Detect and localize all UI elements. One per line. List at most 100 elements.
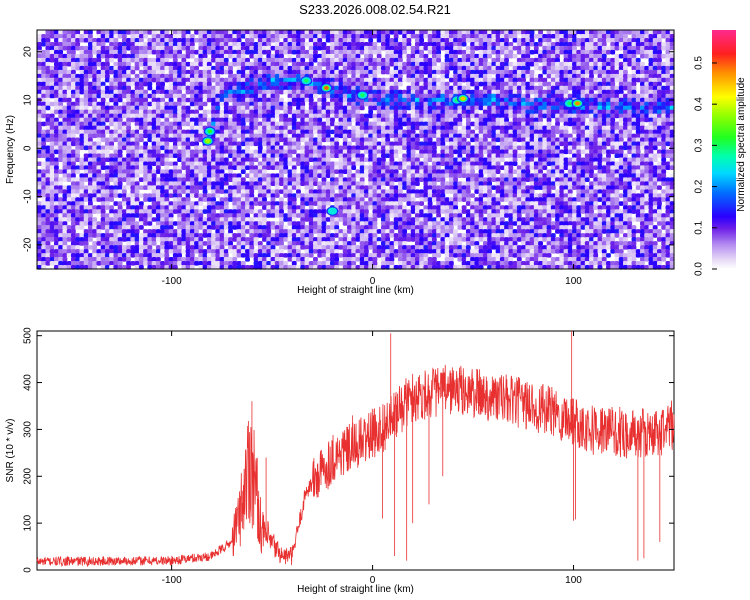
spectrogram-cell bbox=[300, 93, 306, 99]
spectrogram-cell bbox=[121, 77, 127, 83]
spectrogram-cell bbox=[53, 30, 59, 35]
spectrogram-cell bbox=[385, 105, 391, 111]
spectrogram-cell bbox=[563, 77, 569, 83]
spectrogram-cell bbox=[147, 77, 153, 83]
spectrogram-cell bbox=[49, 33, 55, 39]
spectrogram-cell bbox=[325, 45, 331, 51]
spectrogram-cell bbox=[41, 173, 47, 178]
spectrogram-cell bbox=[529, 97, 535, 103]
spectrogram-cell bbox=[304, 30, 310, 35]
spectrogram-cell bbox=[347, 77, 352, 83]
spectrogram-cell bbox=[563, 30, 569, 35]
spectrogram-cell bbox=[372, 65, 378, 71]
spectrogram-cell bbox=[461, 30, 467, 35]
spectrogram-cell bbox=[117, 125, 123, 131]
spectrogram-cell bbox=[291, 81, 297, 87]
spectrogram-cell bbox=[512, 157, 518, 163]
spectrogram-cell bbox=[270, 117, 276, 123]
spectrogram-cell bbox=[109, 45, 115, 51]
spectrogram-cell bbox=[49, 153, 55, 159]
spectrogram-cell bbox=[597, 45, 603, 51]
spectrogram-cell bbox=[253, 113, 259, 119]
spectrogram-cell bbox=[589, 105, 594, 111]
spectrogram-cell bbox=[143, 53, 149, 59]
spectrogram-cell bbox=[414, 101, 420, 107]
spectrogram-cell bbox=[53, 129, 59, 135]
spectrogram-cell bbox=[249, 133, 255, 139]
spectrogram-cell bbox=[87, 101, 93, 107]
spectrogram-cell bbox=[232, 125, 238, 131]
spectrogram-cell bbox=[138, 69, 144, 75]
spectrogram-cell bbox=[37, 153, 42, 159]
spectrogram-cell bbox=[53, 173, 59, 178]
spectrogram-cell bbox=[296, 97, 301, 103]
spectrogram-cell bbox=[499, 81, 505, 87]
spectrogram-cell bbox=[368, 157, 374, 163]
spectrogram-cell bbox=[308, 45, 314, 51]
spectrogram-cell bbox=[194, 49, 199, 55]
spectrogram-cell bbox=[593, 141, 599, 147]
spectrogram-cell bbox=[376, 153, 382, 159]
spectrogram-cell bbox=[623, 49, 628, 55]
spectrogram-cell bbox=[453, 113, 459, 119]
spectrogram-cell bbox=[151, 153, 157, 159]
spectrogram-cell bbox=[330, 61, 335, 67]
spectrogram-cell bbox=[66, 129, 72, 135]
spectrogram-cell bbox=[410, 73, 416, 79]
spectrogram-cell bbox=[512, 85, 518, 91]
spectrogram-cell bbox=[431, 61, 437, 67]
spectrogram-cell bbox=[181, 117, 187, 123]
spectrogram-cell bbox=[185, 149, 191, 155]
spectrogram-cell bbox=[351, 133, 357, 139]
spectrogram-cell bbox=[457, 145, 463, 151]
spectrogram-cell bbox=[215, 161, 221, 167]
spectrogram-cell bbox=[245, 109, 250, 115]
spectrogram-cell bbox=[538, 129, 543, 135]
spectrogram-cell bbox=[576, 37, 582, 43]
spectrogram-cell bbox=[389, 89, 395, 95]
spectrogram-cell bbox=[508, 61, 514, 67]
spectrogram-cell bbox=[245, 157, 250, 163]
spectrogram-cell bbox=[533, 89, 539, 95]
spectrogram-cell bbox=[283, 57, 289, 63]
spectrogram-cell bbox=[457, 157, 463, 163]
spectrogram-cell bbox=[385, 161, 391, 167]
spectrogram-cell bbox=[491, 97, 497, 103]
spectrogram-cell bbox=[330, 137, 335, 143]
spectrogram-cell bbox=[465, 165, 471, 171]
spectrogram-cell bbox=[508, 125, 514, 131]
spectrogram-cell bbox=[58, 109, 64, 115]
spectrogram-cell bbox=[427, 121, 433, 127]
spectrogram-cell bbox=[385, 53, 391, 59]
spectrogram-cell bbox=[423, 121, 429, 127]
spectrogram-cell bbox=[308, 145, 314, 151]
spectrogram-cell bbox=[257, 145, 263, 151]
spectrogram-cell bbox=[538, 93, 543, 99]
spectrogram-cell bbox=[219, 145, 225, 151]
spectrogram-cell bbox=[640, 93, 645, 99]
spectrogram-cell bbox=[138, 165, 144, 171]
spectrogram-cell bbox=[334, 125, 340, 131]
spectrogram-cell bbox=[635, 33, 641, 39]
spectrogram-cell bbox=[618, 69, 624, 75]
spectrogram-cell bbox=[338, 169, 344, 174]
spectrogram-cell bbox=[177, 93, 182, 99]
spectrogram-cell bbox=[249, 73, 255, 79]
spectrogram-cell bbox=[117, 145, 123, 151]
spectrogram-cell bbox=[351, 85, 357, 91]
spectrogram-cell bbox=[181, 33, 187, 39]
spectrogram-cell bbox=[359, 133, 365, 139]
spectrogram-cell bbox=[355, 125, 361, 131]
spectrogram-cell bbox=[657, 149, 662, 155]
spectrogram-cell bbox=[610, 157, 616, 163]
spectrogram-cell bbox=[474, 37, 480, 43]
spectrogram-cell bbox=[232, 41, 238, 47]
spectrogram-cell bbox=[134, 121, 140, 127]
spectrogram-cell bbox=[584, 85, 590, 91]
spectrogram-cell bbox=[521, 61, 526, 67]
spectrogram-cell bbox=[249, 113, 255, 119]
spectrogram-cell bbox=[593, 45, 599, 51]
spectrogram-cell bbox=[593, 81, 599, 87]
spectrogram-cell bbox=[215, 149, 221, 155]
spectrogram-cell bbox=[164, 30, 170, 35]
